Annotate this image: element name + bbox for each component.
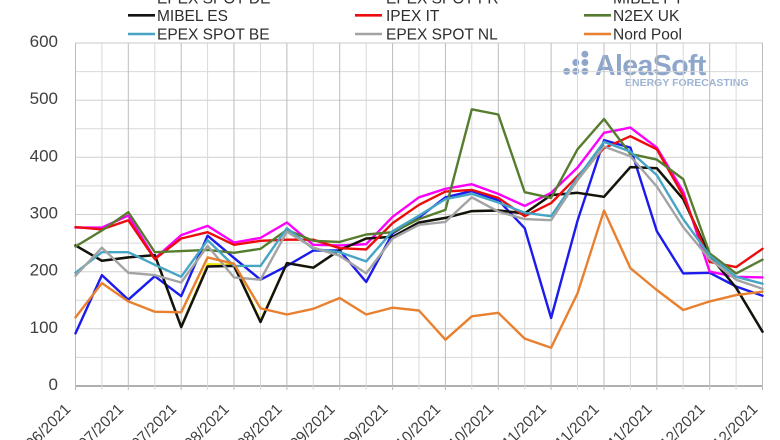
svg-text:100: 100 [30,318,58,337]
svg-text:600: 600 [30,32,58,51]
svg-text:AleaSoft: AleaSoft [595,50,707,82]
svg-text:20/09/2021: 20/09/2021 [325,401,392,440]
svg-text:09/08/2021: 09/08/2021 [166,401,233,440]
svg-text:EPEX SPOT BE: EPEX SPOT BE [157,27,270,44]
svg-text:EPEX SPOT FR: EPEX SPOT FR [386,0,499,7]
svg-text:MIBEL PT: MIBEL PT [613,0,684,7]
svg-text:MIBEL ES: MIBEL ES [157,8,228,25]
svg-text:N2EX UK: N2EX UK [613,8,680,25]
svg-text:EPEX SPOT DE: EPEX SPOT DE [157,0,270,7]
svg-text:EPEX SPOT NL: EPEX SPOT NL [386,27,498,44]
svg-text:06/09/2021: 06/09/2021 [272,401,339,440]
svg-text:04/10/2021: 04/10/2021 [377,401,444,440]
svg-text:ENERGY FORECASTING: ENERGY FORECASTING [625,77,749,89]
svg-text:12/07/2021: 12/07/2021 [60,401,127,440]
svg-text:01/11/2021: 01/11/2021 [484,401,550,440]
svg-text:27/12/2021: 27/12/2021 [694,401,761,440]
svg-text:Nord Pool: Nord Pool [613,27,682,44]
svg-text:18/10/2021: 18/10/2021 [430,401,497,440]
svg-text:29/11/2021: 29/11/2021 [590,401,656,440]
svg-text:400: 400 [30,146,58,165]
svg-text:0: 0 [49,375,58,394]
svg-text:13/12/2021: 13/12/2021 [642,401,709,440]
svg-text:26/07/2021: 26/07/2021 [113,401,180,440]
svg-text:300: 300 [30,204,58,223]
svg-text:15/11/2021: 15/11/2021 [537,401,603,440]
svg-text:28/06/2021: 28/06/2021 [7,401,74,440]
svg-text:IPEX IT: IPEX IT [386,8,440,25]
svg-text:200: 200 [30,261,58,280]
svg-text:500: 500 [30,89,58,108]
svg-text:23/08/2021: 23/08/2021 [219,401,286,440]
